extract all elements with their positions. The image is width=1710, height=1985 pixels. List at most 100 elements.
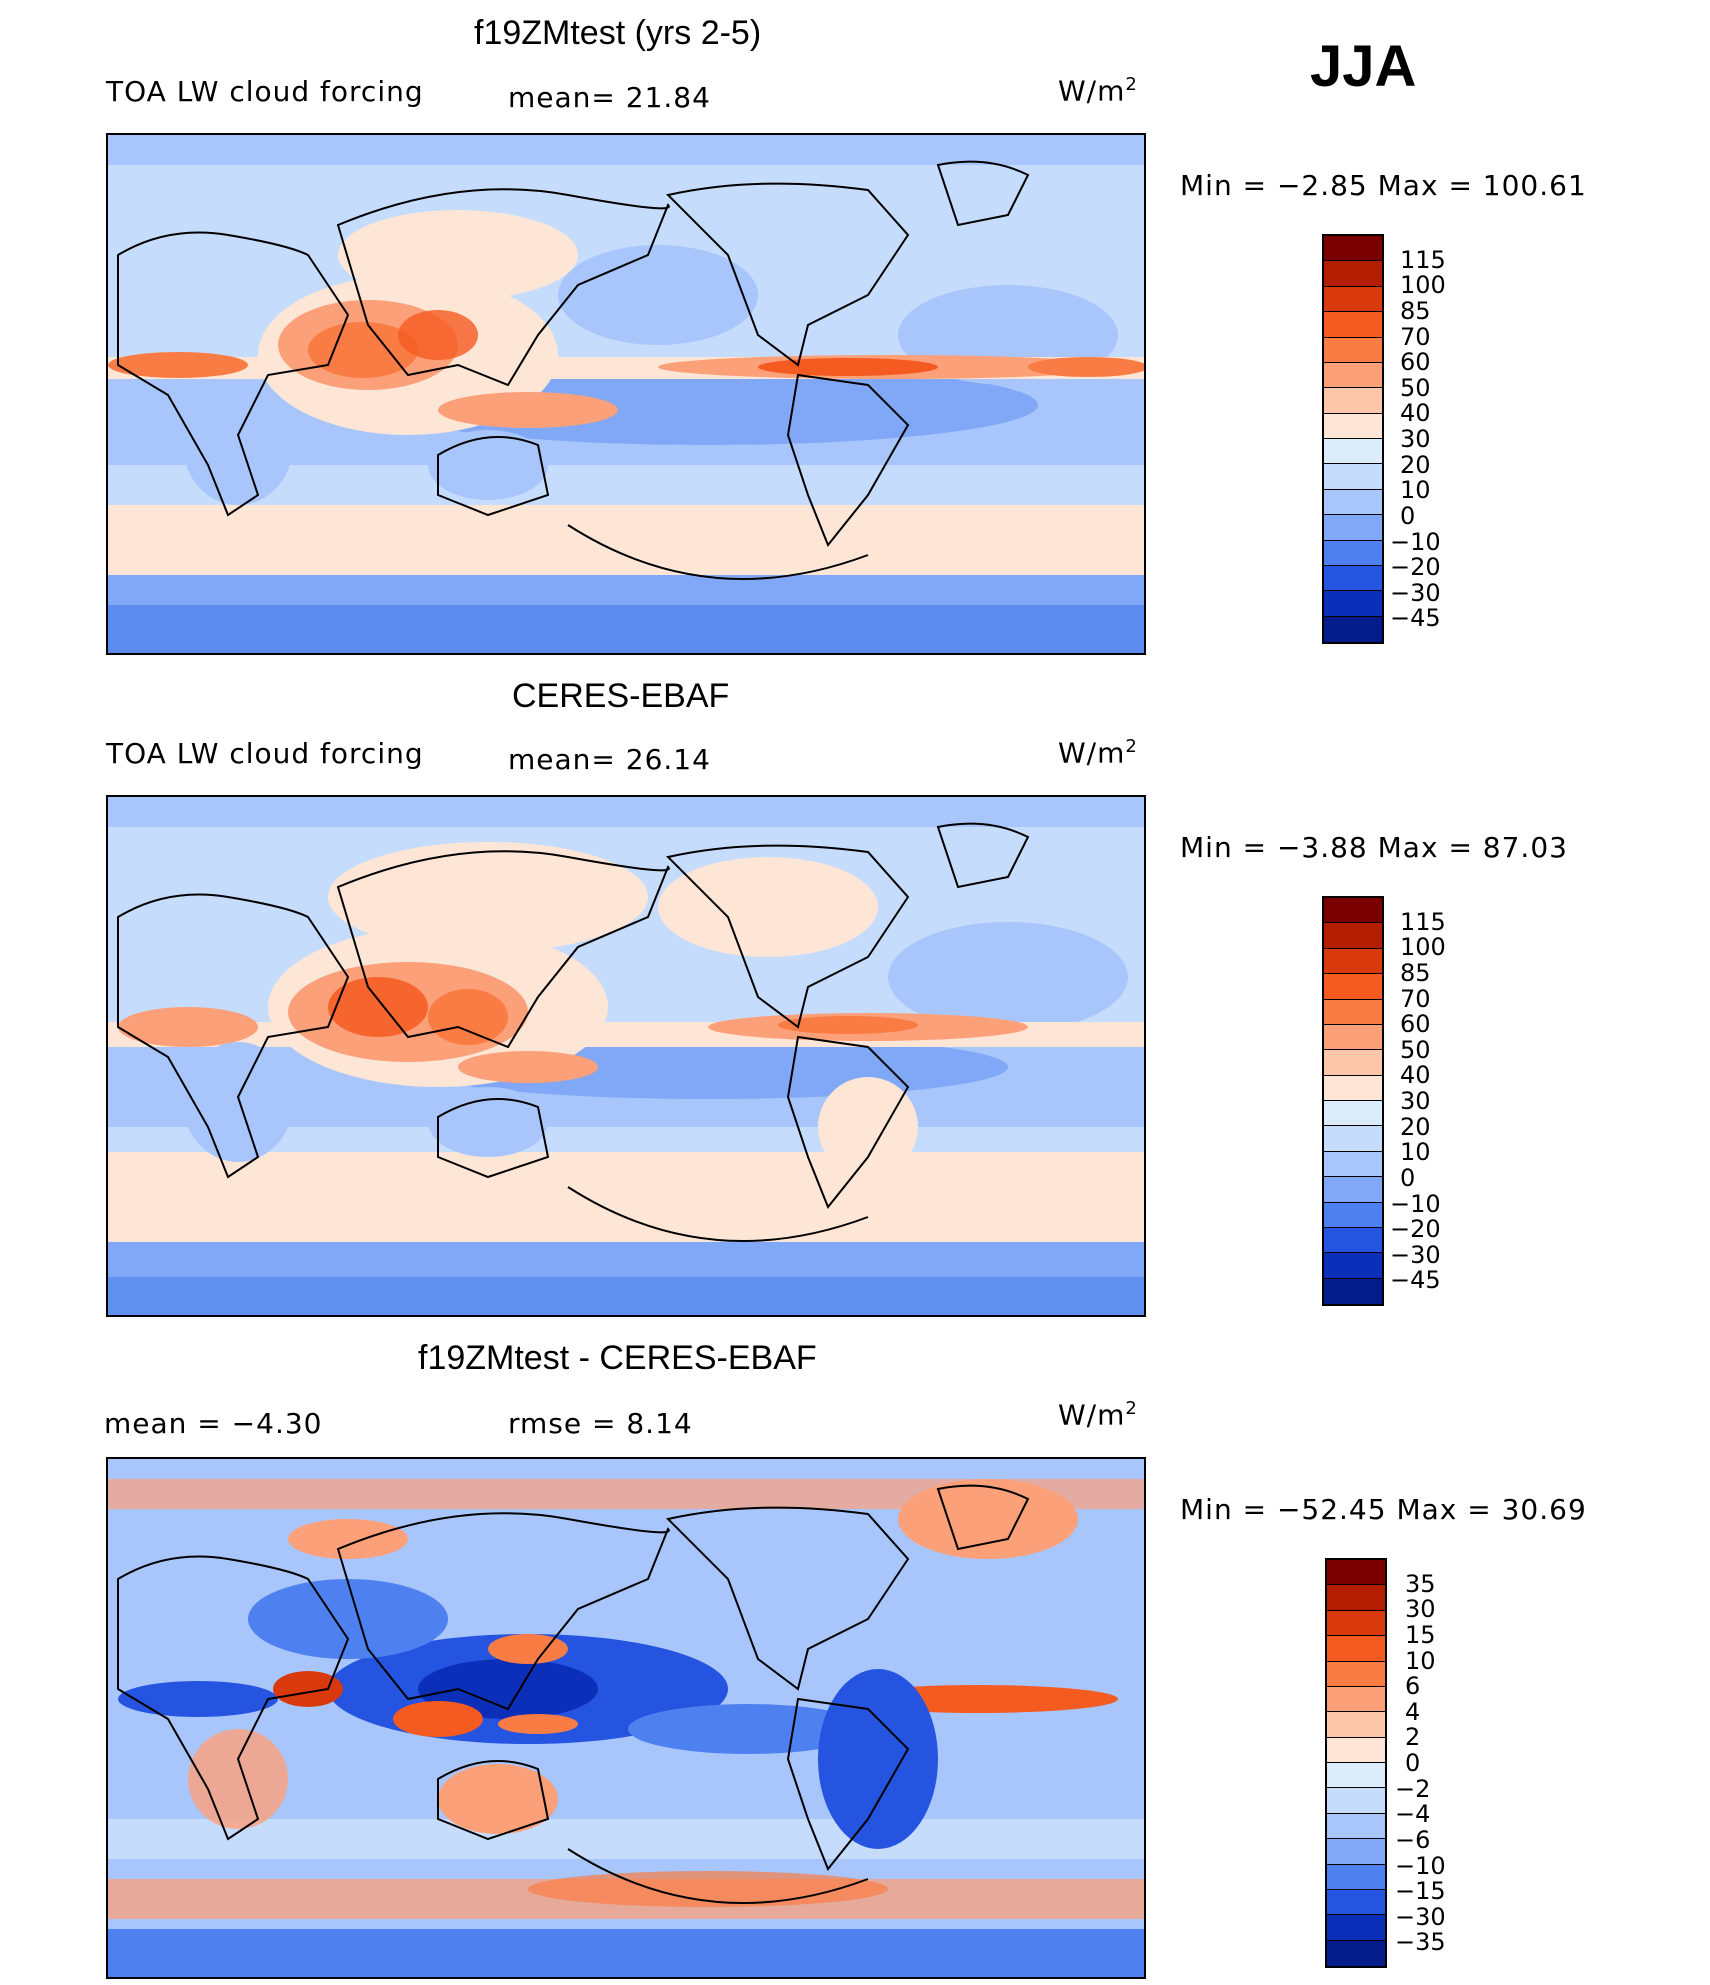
colorbar-swatch [1324, 388, 1382, 414]
units-label: W/m2 [1058, 736, 1138, 770]
colorbar-swatch [1327, 1560, 1385, 1586]
colorbar-swatch [1324, 540, 1382, 566]
colorbar-swatch [1327, 1737, 1385, 1763]
colorbar-tick-label: −45 [1390, 604, 1441, 633]
colorbar-tick-label: −6 [1395, 1825, 1431, 1854]
colorbar-tick-label: 0 [1405, 1749, 1421, 1777]
colorbar-tick-label: 20 [1400, 1112, 1431, 1141]
colorbar-swatch [1327, 1610, 1385, 1637]
map-field-observation [108, 797, 1144, 1315]
colorbar [1325, 1558, 1387, 1968]
colorbar-tick-label: 50 [1400, 1035, 1431, 1064]
colorbar-swatch [1327, 1636, 1385, 1662]
colorbar-tick-label: 10 [1400, 476, 1431, 505]
colorbar-tick-label: 100 [1400, 933, 1446, 962]
diff-mean-value: mean = −4.30 [104, 1407, 323, 1440]
rmse-value: rmse = 8.14 [508, 1407, 693, 1440]
colorbar-swatch [1324, 1253, 1382, 1279]
colorbar-swatch [1327, 1763, 1385, 1789]
colorbar-tick-label: −30 [1390, 578, 1441, 607]
colorbar-swatch [1327, 1839, 1385, 1865]
colorbar-swatch [1324, 362, 1382, 389]
panel-title: f19ZMtest - CERES-EBAF [418, 1339, 817, 1377]
colorbar-swatch [1324, 464, 1382, 490]
colorbar-swatch [1327, 1712, 1385, 1738]
colorbar-swatch [1324, 974, 1382, 1000]
colorbar-swatch [1324, 948, 1382, 975]
colorbar-tick-label: 40 [1400, 1061, 1431, 1090]
units-label: W/m2 [1058, 1398, 1138, 1432]
colorbar [1322, 896, 1384, 1306]
colorbar-tick-label: −35 [1395, 1928, 1446, 1957]
colorbar-swatch [1324, 1202, 1382, 1228]
colorbar-tick-label: −10 [1390, 1189, 1441, 1218]
colorbar-tick-label: −10 [1395, 1851, 1446, 1880]
colorbar-tick-label: 70 [1400, 322, 1431, 351]
colorbar-tick-label: 4 [1405, 1697, 1421, 1726]
colorbar-tick-label: −30 [1395, 1902, 1446, 1931]
colorbar-tick-label: 115 [1400, 907, 1446, 936]
colorbar-swatch [1327, 1940, 1385, 1966]
minmax-label: Min = −2.85 Max = 100.61 [1180, 169, 1587, 202]
units-label: W/m2 [1058, 74, 1138, 108]
colorbar-swatch [1324, 616, 1382, 642]
colorbar-swatch [1327, 1661, 1385, 1687]
colorbar-tick-label: 85 [1400, 958, 1431, 987]
colorbar-swatch [1324, 413, 1382, 439]
colorbar-swatch [1324, 515, 1382, 541]
colorbar-swatch [1324, 1050, 1382, 1076]
colorbar-tick-label: 35 [1405, 1569, 1436, 1598]
colorbar-swatch [1327, 1915, 1385, 1941]
colorbar-tick-label: 2 [1405, 1723, 1421, 1752]
colorbar-tick-label: −4 [1395, 1800, 1431, 1829]
colorbar-swatch [1324, 923, 1382, 949]
colorbar-swatch [1324, 898, 1382, 924]
mean-value: mean= 26.14 [508, 743, 711, 776]
colorbar-tick-label: 60 [1400, 1010, 1431, 1039]
colorbar-swatch [1327, 1889, 1385, 1916]
colorbar-swatch [1327, 1813, 1385, 1840]
colorbar-swatch [1324, 591, 1382, 617]
colorbar-tick-label: 10 [1405, 1646, 1436, 1675]
colorbar-tick-label: −45 [1390, 1266, 1441, 1295]
colorbar-swatch [1324, 1024, 1382, 1051]
colorbar-tick-label: −20 [1390, 1215, 1441, 1244]
colorbar-swatch [1327, 1686, 1385, 1713]
colorbar-swatch [1324, 1227, 1382, 1254]
colorbar-tick-label: 0 [1400, 501, 1416, 530]
colorbar-tick-label: 40 [1400, 399, 1431, 428]
colorbar-tick-label: −20 [1390, 553, 1441, 582]
colorbar-swatch [1324, 1101, 1382, 1127]
colorbar-swatch [1324, 489, 1382, 516]
colorbar-tick-label: 70 [1400, 984, 1431, 1013]
colorbar-swatch [1324, 999, 1382, 1025]
map-observation [106, 795, 1146, 1317]
colorbar-tick-label: 10 [1400, 1138, 1431, 1167]
colorbar-swatch [1327, 1585, 1385, 1611]
colorbar-swatch [1327, 1864, 1385, 1890]
colorbar [1322, 234, 1384, 644]
colorbar-swatch [1327, 1788, 1385, 1814]
map-field-difference [108, 1459, 1144, 1977]
panel-title: f19ZMtest (yrs 2-5) [474, 14, 762, 52]
colorbar-tick-label: −2 [1395, 1774, 1431, 1803]
colorbar-swatch [1324, 236, 1382, 262]
colorbar-swatch [1324, 312, 1382, 338]
minmax-label: Min = −3.88 Max = 87.03 [1180, 831, 1568, 864]
panel-title: CERES-EBAF [512, 677, 730, 715]
map-field-model [108, 135, 1144, 653]
colorbar-swatch [1324, 286, 1382, 313]
colorbar-tick-label: −30 [1390, 1240, 1441, 1269]
colorbar-tick-label: 85 [1400, 296, 1431, 325]
map-difference [106, 1457, 1146, 1979]
colorbar-swatch [1324, 337, 1382, 363]
map-model [106, 133, 1146, 655]
field-label: TOA LW cloud forcing [106, 75, 424, 108]
colorbar-swatch [1324, 439, 1382, 465]
minmax-label: Min = −52.45 Max = 30.69 [1180, 1493, 1587, 1526]
colorbar-tick-label: 50 [1400, 373, 1431, 402]
colorbar-tick-label: 6 [1405, 1672, 1421, 1701]
colorbar-tick-label: 30 [1405, 1595, 1436, 1624]
colorbar-tick-label: 115 [1400, 245, 1446, 274]
colorbar-swatch [1324, 1278, 1382, 1304]
